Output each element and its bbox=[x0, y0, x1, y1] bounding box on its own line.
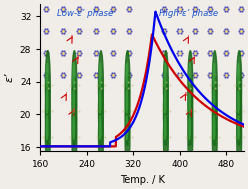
Y-axis label: ε’: ε’ bbox=[4, 73, 14, 82]
X-axis label: Temp. / K: Temp. / K bbox=[120, 175, 164, 185]
Circle shape bbox=[189, 115, 190, 140]
Circle shape bbox=[238, 115, 239, 140]
Circle shape bbox=[98, 77, 103, 146]
Circle shape bbox=[164, 63, 166, 88]
Circle shape bbox=[126, 63, 128, 88]
Circle shape bbox=[163, 77, 168, 146]
Circle shape bbox=[72, 77, 77, 146]
Circle shape bbox=[212, 51, 217, 119]
Circle shape bbox=[213, 115, 215, 140]
FancyBboxPatch shape bbox=[65, 92, 67, 96]
Circle shape bbox=[72, 51, 77, 119]
Circle shape bbox=[46, 115, 48, 140]
Circle shape bbox=[125, 51, 130, 119]
FancyBboxPatch shape bbox=[77, 55, 79, 59]
Text: Low-ε’ phase: Low-ε’ phase bbox=[57, 9, 113, 18]
FancyBboxPatch shape bbox=[73, 108, 75, 112]
Circle shape bbox=[98, 51, 103, 119]
FancyBboxPatch shape bbox=[191, 108, 192, 112]
Circle shape bbox=[189, 89, 190, 114]
Circle shape bbox=[163, 51, 168, 119]
Circle shape bbox=[125, 103, 130, 172]
Circle shape bbox=[237, 51, 242, 119]
Circle shape bbox=[212, 103, 217, 172]
Circle shape bbox=[73, 63, 75, 88]
Circle shape bbox=[164, 115, 166, 140]
Circle shape bbox=[99, 63, 101, 88]
Circle shape bbox=[238, 89, 239, 114]
Circle shape bbox=[99, 115, 101, 140]
Circle shape bbox=[238, 63, 239, 88]
Circle shape bbox=[189, 63, 190, 88]
FancyBboxPatch shape bbox=[185, 92, 186, 96]
FancyBboxPatch shape bbox=[193, 55, 195, 59]
Circle shape bbox=[188, 51, 193, 119]
Circle shape bbox=[45, 103, 50, 172]
Circle shape bbox=[213, 89, 215, 114]
Circle shape bbox=[126, 89, 128, 114]
Text: High-ε’ phase: High-ε’ phase bbox=[159, 9, 218, 18]
Circle shape bbox=[73, 115, 75, 140]
Circle shape bbox=[99, 89, 101, 114]
Circle shape bbox=[72, 103, 77, 172]
Circle shape bbox=[46, 89, 48, 114]
Circle shape bbox=[188, 103, 193, 172]
Circle shape bbox=[163, 103, 168, 172]
Circle shape bbox=[45, 77, 50, 146]
Circle shape bbox=[188, 77, 193, 146]
Circle shape bbox=[212, 77, 217, 146]
Circle shape bbox=[213, 63, 215, 88]
Circle shape bbox=[73, 89, 75, 114]
Circle shape bbox=[237, 77, 242, 146]
Circle shape bbox=[164, 89, 166, 114]
Circle shape bbox=[126, 115, 128, 140]
Circle shape bbox=[125, 77, 130, 146]
FancyBboxPatch shape bbox=[71, 35, 73, 39]
Circle shape bbox=[98, 103, 103, 172]
Circle shape bbox=[46, 63, 48, 88]
Circle shape bbox=[237, 103, 242, 172]
FancyBboxPatch shape bbox=[188, 35, 189, 39]
Circle shape bbox=[45, 51, 50, 119]
